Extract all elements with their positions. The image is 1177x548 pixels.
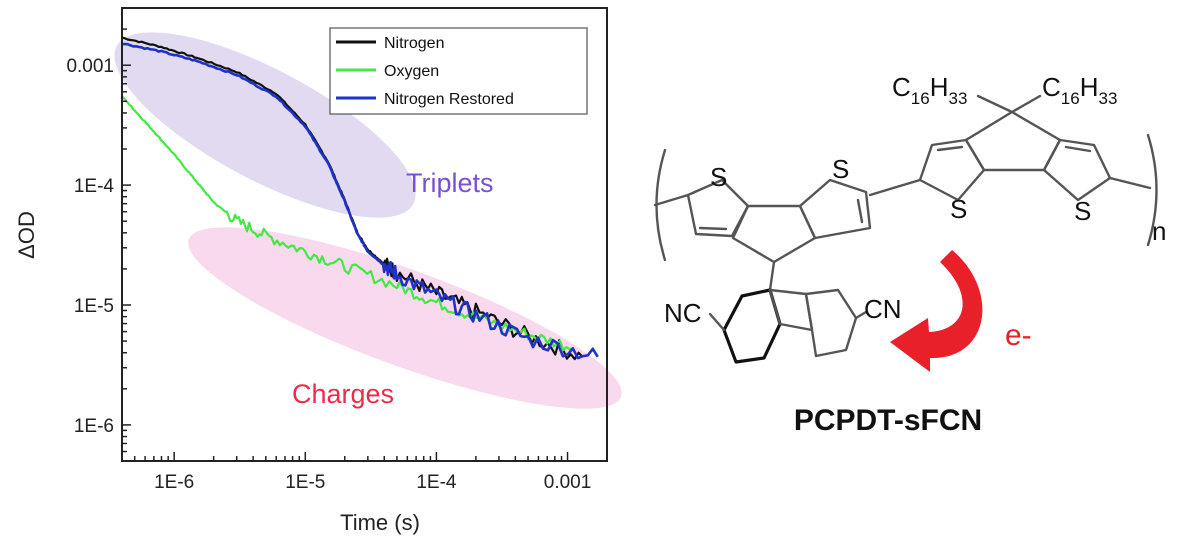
- double-bond-2: [856, 198, 864, 224]
- legend-label-oxygen: Oxygen: [384, 63, 439, 80]
- x-tick-label: 1E-4: [416, 472, 457, 493]
- double-bond-1: [698, 226, 728, 231]
- charges-label: Charges: [292, 379, 394, 409]
- y-tick-label: 1E-6: [74, 416, 114, 437]
- atom-s1: S: [710, 162, 727, 192]
- bracket-right: [1146, 133, 1158, 247]
- bond-cn-right: [854, 310, 868, 320]
- double-bond-4: [1064, 145, 1092, 153]
- bond-linker: [868, 178, 922, 197]
- atom-nc: NC: [664, 298, 702, 328]
- x-tick-label: 1E-6: [154, 472, 194, 493]
- repeat-n: n: [1152, 216, 1166, 246]
- fluorene-benzene-left: [722, 288, 782, 364]
- cyclopenta-ring-1: [731, 204, 817, 264]
- triplets-region: [114, 32, 416, 218]
- decay-chart: 1E-6 1E-5 1E-4 0.001 1E-6 1E-5 1E-4 0.001 Nitro…: [14, 7, 622, 535]
- atom-cn: CN: [864, 294, 902, 324]
- thiophene-ring-2: [798, 178, 872, 240]
- series-layer: [121, 36, 599, 361]
- legend-label-nitrogen: Nitrogen: [384, 35, 444, 52]
- cyclopenta-ring-2: [964, 110, 1062, 172]
- x-tick-label: 0.001: [544, 472, 592, 493]
- legend: Nitrogen Oxygen Nitrogen Restored: [329, 27, 588, 115]
- x-tick-label: 1E-5: [285, 472, 325, 493]
- double-bond-3: [936, 145, 964, 152]
- chain-left-label: C16H33: [892, 72, 967, 108]
- atom-s3: S: [950, 194, 967, 224]
- y-tick-label: 0.001: [66, 56, 114, 77]
- electron-transfer-arrow: [890, 250, 983, 372]
- thiophene-ring-4: [1042, 138, 1112, 202]
- bond-chain-left: [976, 94, 1014, 114]
- compound-name: PCPDT-sFCN: [794, 404, 982, 437]
- bond-cn-left: [708, 312, 726, 332]
- bond-chain-right: [1010, 94, 1042, 114]
- atom-s4: S: [1074, 196, 1091, 226]
- plot-frame: [121, 7, 608, 462]
- tick-layer: 1E-6 1E-5 1E-4 0.001 1E-6 1E-5 1E-4 0.001: [66, 7, 608, 493]
- bond-terminal-right: [1108, 176, 1152, 190]
- y-axis-title: ΔOD: [14, 211, 39, 259]
- y-tick-label: 1E-4: [74, 176, 115, 197]
- series-oxygen: [121, 95, 574, 352]
- y-tick-label: 1E-5: [74, 296, 114, 317]
- bond-terminal-left: [653, 193, 690, 207]
- series-nitrogen-restored: [122, 42, 599, 360]
- triplets-label: Triplets: [406, 168, 494, 198]
- electron-label: e-: [1005, 319, 1032, 352]
- charges-region: [188, 227, 622, 409]
- fluorene-benzene-right: [804, 288, 858, 358]
- atom-s2: S: [832, 154, 849, 184]
- chain-right-label: C16H33: [1042, 72, 1117, 108]
- bond-spiro: [768, 260, 776, 292]
- legend-label-nitrogen-restored: Nitrogen Restored: [384, 91, 514, 108]
- x-axis-title: Time (s): [340, 510, 420, 535]
